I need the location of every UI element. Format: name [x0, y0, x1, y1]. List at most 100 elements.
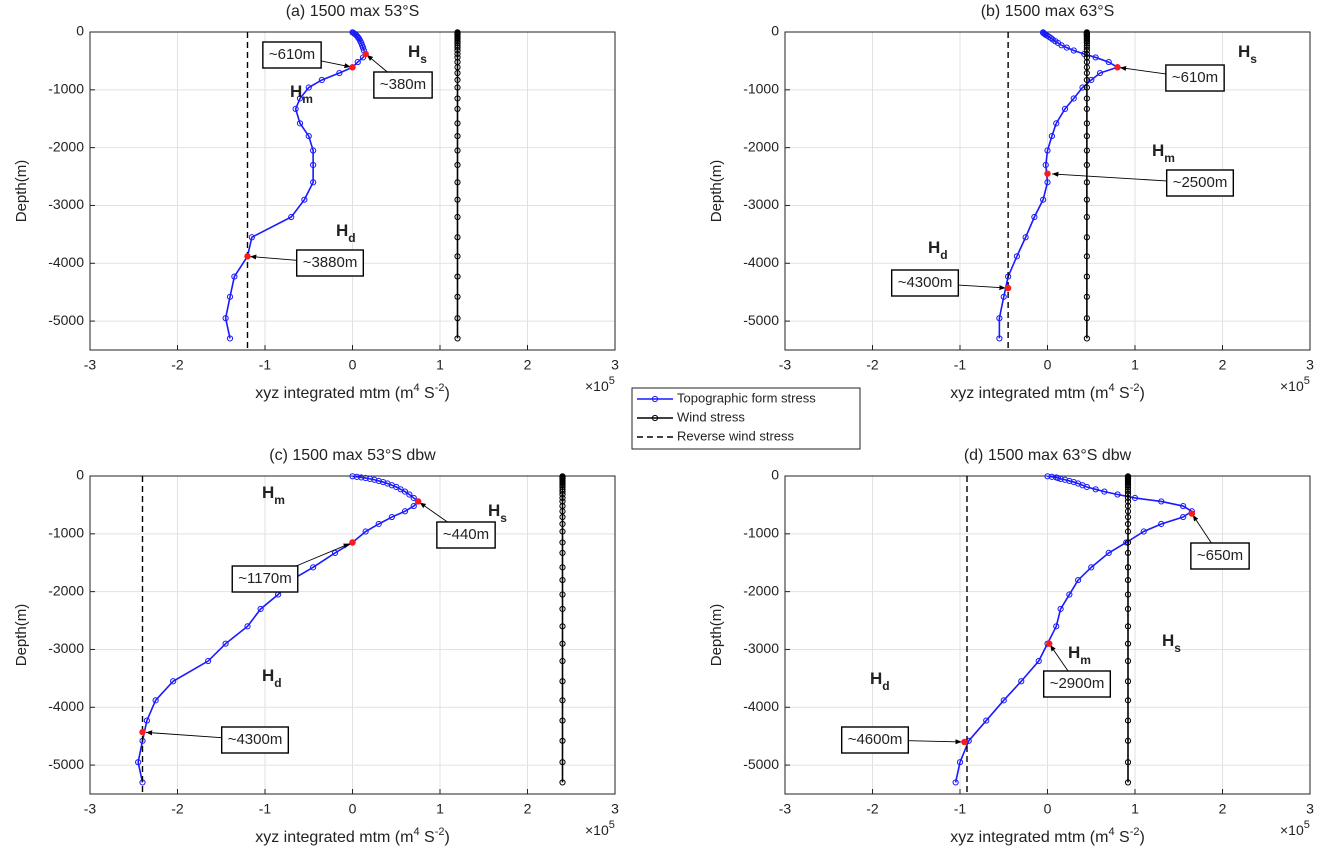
- data-point: [1083, 36, 1090, 43]
- annotation-text: ~3880m: [303, 254, 358, 271]
- data-point: [1083, 253, 1090, 260]
- data-point: [559, 498, 566, 505]
- y-tick-label: -5000: [743, 312, 779, 328]
- x-axis-label-part: 4: [413, 826, 419, 838]
- data-point: [371, 476, 378, 483]
- data-point: [362, 528, 369, 535]
- y-tick-label: -3000: [743, 196, 779, 212]
- highlight-point: [961, 738, 968, 746]
- legend-label: Wind stress: [677, 409, 745, 424]
- data-point: [1124, 520, 1132, 528]
- data-point: [1124, 513, 1132, 521]
- x-multiplier-exp: 5: [609, 819, 615, 831]
- data-point: [1083, 105, 1090, 112]
- annotation: ~610m: [262, 41, 351, 69]
- data-point: [559, 528, 566, 535]
- data-point: [1063, 44, 1070, 51]
- data-point: [288, 213, 295, 221]
- layer-label: Hd: [870, 669, 890, 693]
- x-tick-label: -2: [866, 357, 879, 373]
- highlight-point: [1046, 640, 1053, 647]
- annotation-arrow: [249, 254, 297, 261]
- data-point: [1124, 483, 1132, 491]
- x-axis-label: xyz integrated mtm (m4 S-2): [950, 382, 1145, 402]
- annotation-text: ~4300m: [898, 274, 953, 291]
- x-multiplier-exp: 5: [1304, 375, 1310, 387]
- x-tick-label: 1: [436, 357, 444, 373]
- data-point: [1054, 474, 1062, 482]
- y-tick-label: 0: [771, 23, 779, 39]
- data-point: [454, 132, 461, 140]
- data-point: [559, 508, 566, 515]
- x-axis-label-part: xyz integrated mtm (m: [255, 829, 413, 846]
- data-point: [353, 473, 360, 480]
- x-tick-label: 0: [1044, 801, 1052, 817]
- x-axis-label-part: ): [1139, 829, 1144, 846]
- x-axis-label-part: 4: [1108, 382, 1114, 394]
- data-point: [559, 717, 566, 724]
- data-point: [1083, 234, 1090, 241]
- x-tick-label: 1: [1131, 801, 1139, 817]
- data-point: [559, 737, 566, 744]
- data-point: [454, 38, 461, 45]
- data-point: [454, 161, 461, 169]
- layer-label-sub: s: [1250, 52, 1257, 66]
- annotation-arrow: [366, 54, 388, 73]
- data-point: [454, 76, 461, 84]
- data-point: [559, 480, 566, 487]
- highlight-point: [349, 64, 356, 71]
- data-point: [996, 315, 1003, 322]
- data-point: [559, 494, 566, 502]
- layer-label-sub: s: [500, 511, 507, 525]
- x-tick-label: 2: [1219, 801, 1227, 817]
- annotation-arrow: [419, 502, 448, 523]
- x-tick-label: 0: [1044, 357, 1052, 373]
- data-point: [170, 678, 177, 685]
- legend: Topographic form stress Wind stress Revers…: [631, 387, 861, 450]
- annotation-text: ~380m: [380, 76, 426, 93]
- annotation: ~440m: [419, 502, 496, 549]
- data-point: [1083, 273, 1090, 280]
- data-point: [1088, 76, 1095, 84]
- layer-label-sub: m: [274, 493, 285, 507]
- data-point: [310, 564, 317, 571]
- annotation: ~4300m: [145, 726, 290, 754]
- y-tick-label: -4000: [743, 698, 779, 714]
- data-point: [559, 564, 566, 571]
- x-axis-label-part: S: [1115, 385, 1130, 402]
- x-axis-label-part: S: [420, 385, 435, 402]
- x-axis-label-part: 4: [413, 382, 419, 394]
- highlight-point: [244, 253, 251, 260]
- x-tick-label: 1: [436, 801, 444, 817]
- data-point: [559, 549, 566, 556]
- x-tick-label: -1: [259, 801, 272, 817]
- legend-label: Reverse wind stress: [677, 428, 795, 443]
- data-point: [1057, 605, 1064, 613]
- annotation: ~610m: [1119, 64, 1225, 92]
- data-point: [1131, 494, 1139, 502]
- data-point: [375, 520, 382, 528]
- annotation-arrow: [1192, 514, 1212, 544]
- annotation: ~4300m: [890, 269, 1006, 297]
- data-point: [310, 179, 317, 186]
- panel-title: (d) 1500 max 63°S dbw: [964, 447, 1132, 464]
- y-axis-label: Depth(m): [708, 604, 725, 667]
- data-point: [1083, 161, 1090, 169]
- data-point: [454, 253, 461, 260]
- highlight-point: [139, 728, 146, 736]
- data-point: [1083, 483, 1090, 491]
- data-point: [1044, 179, 1051, 186]
- data-point: [1022, 234, 1029, 241]
- annotation: ~650m: [1190, 514, 1250, 570]
- layer-label-sub: m: [1080, 653, 1091, 667]
- annotation-arrow: [1119, 65, 1166, 75]
- layer-label: Hs: [408, 42, 427, 66]
- data-point: [559, 482, 566, 489]
- data-point: [454, 44, 461, 51]
- data-point: [1083, 54, 1090, 61]
- data-point: [559, 657, 566, 665]
- data-point: [1096, 69, 1104, 77]
- data-point: [1061, 476, 1069, 483]
- data-point: [310, 147, 317, 154]
- highlight-point: [1114, 64, 1121, 71]
